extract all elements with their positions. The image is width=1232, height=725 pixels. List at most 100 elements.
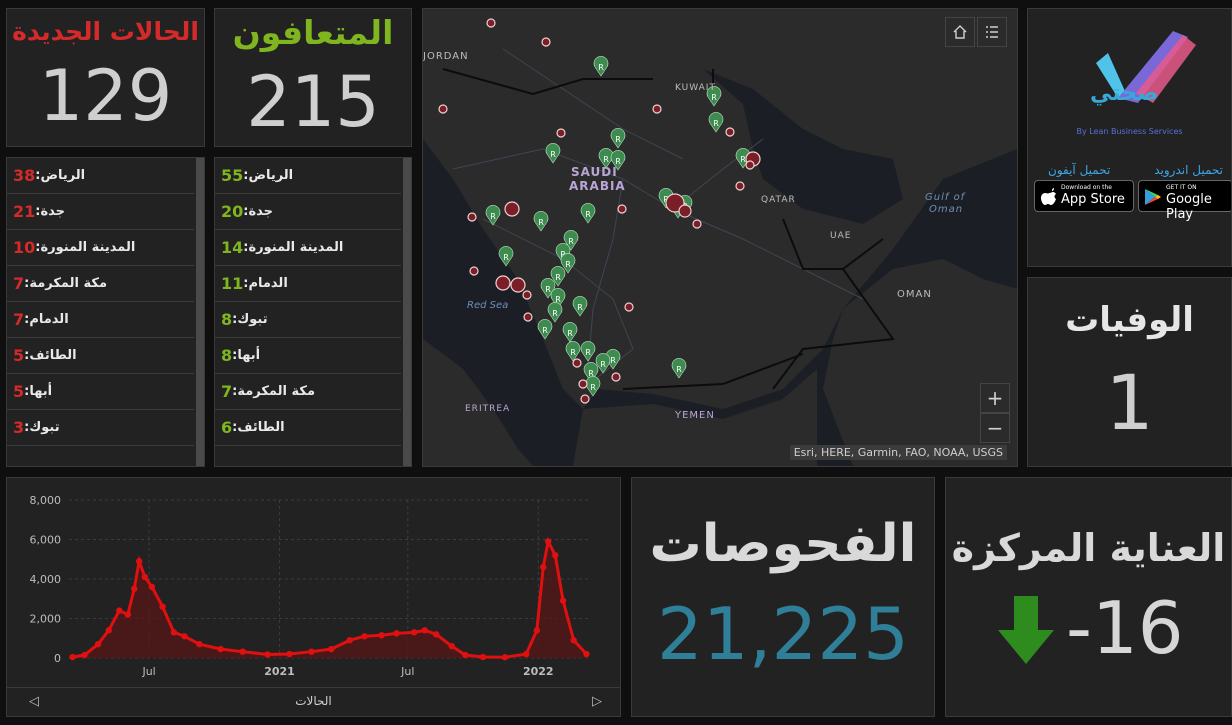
case-map-marker[interactable] — [578, 379, 588, 389]
recovered-map-marker[interactable] — [595, 353, 611, 374]
recovered-row: أبها: 8 — [215, 338, 401, 374]
cases-point — [264, 651, 271, 658]
case-map-marker[interactable] — [467, 212, 477, 222]
case-map-marker[interactable] — [652, 104, 662, 114]
chart-next-arrow[interactable]: ▷ — [592, 694, 602, 709]
recovered-map-marker-label: R — [600, 360, 606, 369]
cases-point — [131, 585, 138, 593]
case-map-marker[interactable] — [692, 219, 702, 229]
recovered-map-marker-label: R — [577, 303, 583, 312]
new-cases-title: الحالات الجديدة — [12, 17, 199, 46]
recovered-map-marker[interactable] — [560, 253, 576, 274]
case-map-marker[interactable] — [523, 312, 533, 322]
map-legend-button[interactable] — [977, 17, 1007, 47]
recovered-map-marker[interactable] — [708, 112, 724, 133]
recovered-map-marker[interactable] — [572, 296, 588, 317]
recovered-map-marker[interactable] — [580, 341, 596, 362]
recovered-map-marker[interactable] — [610, 128, 626, 149]
recovered-map-marker[interactable] — [563, 230, 579, 251]
cases-point — [94, 640, 102, 648]
y-tick-label: 4,000 — [30, 573, 62, 586]
map-label-jordan: JORDAN — [423, 51, 469, 62]
case-map-marker[interactable] — [624, 302, 634, 312]
new-cases-value: 129 — [38, 55, 173, 137]
app-store-small: Download on the — [1061, 184, 1112, 191]
zoom-out-button[interactable]: − — [980, 413, 1010, 443]
recovered-map-marker-label: R — [585, 210, 591, 219]
recovered-panel: المتعافون 215 — [214, 8, 412, 147]
map-canvas[interactable]: RRRRRRRRRRRRRRRRRRRRRRRRRRRRRRRR — [423, 9, 1017, 466]
new-cases-count: 7 — [13, 274, 25, 293]
case-map-marker[interactable] — [678, 204, 692, 218]
case-map-marker[interactable] — [504, 201, 520, 217]
iphone-download-label: تحميل آيفون — [1048, 163, 1111, 177]
cases-point — [523, 650, 530, 658]
recovered-row: الرياض: 55 — [215, 158, 401, 194]
recovered-row: تبوك: 8 — [215, 302, 401, 338]
case-map-marker[interactable] — [556, 128, 566, 138]
zoom-in-button[interactable]: + — [980, 383, 1010, 413]
google-play-big: Google Play — [1166, 192, 1212, 222]
case-map-marker[interactable] — [438, 104, 448, 114]
recovered-map-marker[interactable] — [671, 358, 687, 379]
case-map-marker[interactable] — [580, 394, 590, 404]
google-play-small: GET IT ON — [1166, 184, 1197, 191]
y-tick-label: 0 — [54, 652, 61, 665]
recovered-map-marker[interactable] — [547, 302, 563, 323]
cases-point — [479, 653, 487, 661]
cases-point — [544, 538, 552, 545]
case-map-marker[interactable] — [572, 358, 582, 368]
recovered-scrollbar[interactable] — [403, 158, 411, 466]
new-cases-row: الطائف: 5 — [7, 338, 194, 374]
recovered-city: جدة: — [243, 204, 274, 219]
recovered-map-marker[interactable] — [540, 278, 556, 299]
cases-point — [378, 632, 385, 639]
recovered-map-marker[interactable] — [545, 143, 561, 164]
cases-point — [570, 637, 577, 644]
recovered-map-marker[interactable] — [485, 205, 501, 226]
recovered-city: تبوك: — [232, 312, 268, 327]
recovered-map-marker[interactable] — [593, 56, 609, 77]
case-map-marker[interactable] — [735, 181, 745, 191]
case-map-marker[interactable] — [611, 372, 621, 382]
google-play-button[interactable]: GET IT ON Google Play — [1138, 180, 1231, 222]
recovered-map-marker[interactable] — [580, 203, 596, 224]
recovered-map-marker[interactable] — [706, 86, 722, 107]
cases-point — [540, 563, 547, 571]
recovered-map-marker[interactable] — [583, 362, 599, 383]
case-map-marker[interactable] — [495, 275, 511, 291]
map-label-arabia: ARABIA — [569, 179, 626, 193]
case-map-marker[interactable] — [745, 160, 755, 170]
case-map-marker[interactable] — [725, 127, 735, 137]
new-cases-scrollbar[interactable] — [196, 158, 204, 466]
case-map-marker[interactable] — [617, 204, 627, 214]
case-map-marker[interactable] — [510, 277, 526, 293]
case-map-marker[interactable] — [469, 266, 479, 276]
recovered-map-marker-label: R — [585, 348, 591, 357]
recovered-map-marker[interactable] — [550, 266, 566, 287]
recovered-map-marker[interactable] — [550, 288, 566, 309]
recovered-map-marker[interactable] — [498, 246, 514, 267]
new-cases-row: الدمام: 7 — [7, 302, 194, 338]
map-home-button[interactable] — [945, 17, 975, 47]
recovered-map-marker[interactable] — [562, 322, 578, 343]
cases-point — [124, 611, 132, 618]
chart-prev-arrow[interactable]: ◁ — [29, 694, 39, 709]
recovered-map-marker-label: R — [610, 356, 616, 365]
recovered-map-marker[interactable] — [565, 341, 581, 362]
case-map-marker[interactable] — [522, 290, 532, 300]
recovered-map-marker[interactable] — [610, 150, 626, 171]
recovered-map-marker-label: R — [545, 285, 551, 294]
new-cases-count: 5 — [13, 382, 25, 401]
app-store-button[interactable]: Download on the App Store — [1034, 180, 1134, 212]
case-map-marker[interactable] — [541, 37, 551, 47]
app-panel: صحتي By Lean Business Services تحميل اند… — [1027, 8, 1232, 267]
recovered-map-marker[interactable] — [537, 319, 553, 340]
recovered-map-marker[interactable] — [533, 211, 549, 232]
map-panel[interactable]: RRRRRRRRRRRRRRRRRRRRRRRRRRRRRRRR JORDAN … — [422, 8, 1018, 467]
case-map-marker[interactable] — [486, 18, 496, 28]
new-cases-row: أبها: 5 — [7, 374, 194, 410]
recovered-value: 215 — [246, 61, 380, 143]
recovered-map-marker-label: R — [538, 218, 544, 227]
recovered-map-marker[interactable] — [555, 243, 571, 264]
